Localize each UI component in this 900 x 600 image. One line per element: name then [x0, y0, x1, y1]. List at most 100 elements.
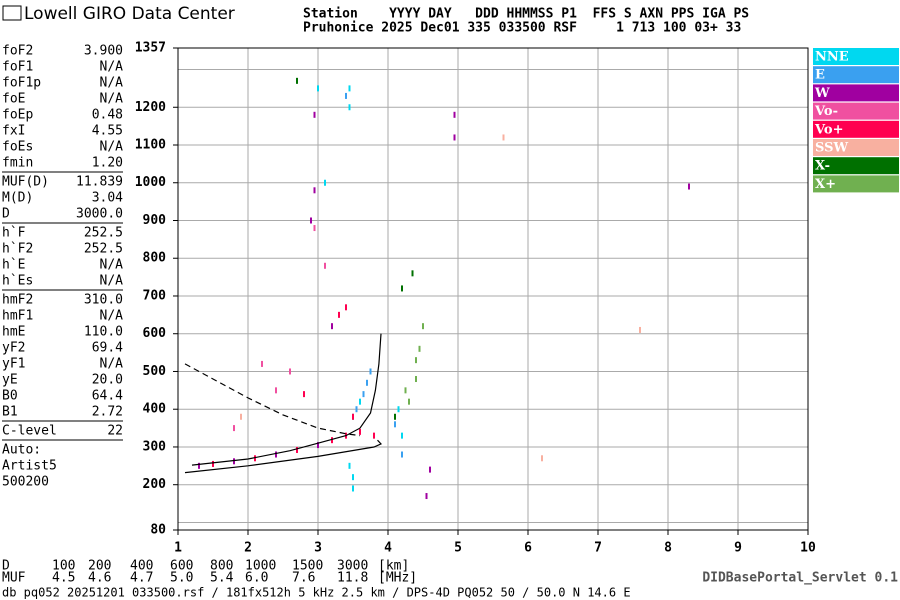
legend-label: X- [815, 159, 830, 174]
echo-point [348, 85, 351, 92]
y-tick-label: 1000 [135, 175, 166, 190]
x-tick-label: 9 [734, 541, 742, 556]
param-value: 1.20 [92, 156, 123, 171]
echo-point [275, 451, 277, 458]
param-name: foEs [2, 140, 33, 155]
profile-curve [184, 439, 383, 474]
param-value: 69.4 [92, 341, 123, 356]
y-tick-label: 400 [143, 402, 167, 417]
profile-curve [191, 333, 382, 466]
echo-point [345, 304, 347, 311]
echo-point [324, 179, 326, 186]
y-tick-label: 500 [143, 364, 167, 379]
y-tick-label: 80 [150, 523, 166, 538]
echo-point [338, 311, 340, 318]
legend-label: W [814, 86, 830, 101]
param-value: 22 [107, 424, 123, 439]
muf-cell: 5.4 [210, 571, 234, 586]
param-value: 3.900 [84, 44, 123, 59]
legend-label: SSW [815, 141, 848, 156]
param-name: hmF2 [2, 293, 33, 308]
param-name: yF2 [2, 341, 25, 356]
echo-point [198, 462, 200, 469]
echo-point [639, 326, 641, 333]
echo-point [453, 111, 456, 118]
echo-point [261, 360, 263, 367]
y-tick-label: 1200 [135, 100, 166, 115]
echo-point [310, 217, 312, 224]
param-name: yE [2, 373, 18, 388]
plot-frame [177, 47, 809, 531]
legend-swatch [813, 48, 899, 65]
param-name: M(D) [2, 191, 33, 206]
echo-point [422, 323, 424, 330]
muf-cell: 6.0 [245, 571, 268, 586]
legend-swatch [813, 175, 899, 193]
param-value: 110.0 [84, 325, 123, 340]
param-name: Artist5 [2, 459, 57, 474]
muf-cell: [MHz] [378, 571, 417, 586]
x-tick-label: 4 [384, 541, 392, 556]
param-name: 500200 [2, 475, 49, 490]
d-cell: D [2, 559, 10, 574]
param-value: 11.839 [76, 175, 123, 190]
echo-point [411, 270, 414, 277]
y-tick-label: 900 [143, 213, 167, 228]
logo-icon [2, 5, 22, 21]
header-line: Pruhonice 2025 Dec01 335 033500 RSF 1 71… [303, 21, 741, 36]
param-value: 3000.0 [76, 207, 123, 222]
echo-point [541, 455, 543, 462]
param-name: foF1 [2, 60, 33, 75]
legend-swatch [813, 120, 899, 138]
muf-cell: 4.7 [130, 571, 153, 586]
echo-point [404, 387, 407, 394]
echo-point [331, 437, 333, 444]
echo-point [212, 460, 214, 467]
echo-point [688, 183, 690, 190]
param-name: h`E [2, 258, 25, 273]
info-line: db pq052 20251201 033500.rsf / 181fx512h… [2, 586, 631, 600]
param-name: foF1p [2, 76, 41, 91]
legend-label: NNE [815, 50, 849, 65]
d-cell: 400 [130, 559, 153, 574]
echo-point [324, 262, 326, 269]
d-cell: 600 [170, 559, 193, 574]
d-cell: [km] [378, 559, 409, 574]
legend-swatch [813, 66, 899, 84]
param-name: B0 [2, 389, 18, 404]
param-value: N/A [100, 357, 124, 372]
echo-point [317, 442, 319, 449]
x-tick-label: 8 [664, 541, 672, 556]
muf-cell: 4.5 [52, 571, 75, 586]
legend-label: Vo+ [814, 122, 843, 137]
echo-point [401, 451, 403, 458]
echo-point [348, 104, 351, 111]
muf-cell: 5.0 [170, 571, 193, 586]
y-tick-label: 1357 [135, 41, 166, 56]
profile-curve [184, 363, 361, 437]
legend-swatch [813, 139, 899, 156]
echo-point [331, 323, 333, 330]
param-name: B1 [2, 405, 18, 420]
param-name: foEp [2, 108, 33, 123]
x-tick-label: 7 [594, 541, 602, 556]
y-tick-label: 700 [143, 288, 167, 303]
y-tick-label: 600 [143, 326, 167, 341]
param-value: 20.0 [92, 373, 123, 388]
param-value: 310.0 [84, 293, 123, 308]
muf-cell: 7.6 [292, 571, 315, 586]
x-tick-label: 1 [174, 541, 182, 556]
echo-point [355, 406, 358, 413]
muf-cell: MUF [2, 571, 26, 586]
echo-point [317, 85, 319, 92]
x-tick-label: 3 [314, 541, 322, 556]
echo-point [429, 466, 431, 473]
param-name: fxI [2, 124, 25, 139]
param-value: 4.55 [92, 124, 123, 139]
param-value: N/A [100, 60, 124, 75]
param-value: N/A [100, 140, 124, 155]
echo-point [415, 357, 417, 364]
param-value: 64.4 [92, 389, 123, 404]
echo-point [345, 92, 347, 99]
